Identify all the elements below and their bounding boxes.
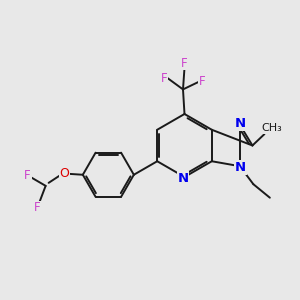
- Text: N: N: [234, 117, 245, 130]
- Text: F: F: [160, 71, 167, 85]
- Text: O: O: [59, 167, 69, 180]
- Text: F: F: [181, 57, 188, 70]
- Text: F: F: [199, 75, 206, 88]
- Text: F: F: [24, 169, 31, 182]
- Text: N: N: [177, 172, 189, 185]
- Text: N: N: [235, 161, 246, 174]
- Text: CH₃: CH₃: [261, 123, 282, 134]
- Text: F: F: [34, 201, 41, 214]
